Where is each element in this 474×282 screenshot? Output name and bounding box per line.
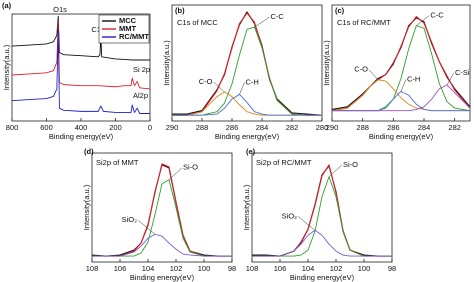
panel-label: (b) — [175, 6, 185, 15]
panel-label: (d) — [84, 147, 94, 156]
x-tick-label: 290 — [166, 123, 179, 132]
plot-content — [91, 163, 232, 257]
x-axis-label: Binding energy(eV) — [130, 273, 195, 282]
x-tick-label: 288 — [196, 123, 209, 132]
plot-content — [11, 15, 151, 114]
x-tick-label: 284 — [256, 123, 269, 132]
y-axis-label: Intensity(a.u.) — [82, 184, 91, 230]
series-line — [172, 26, 322, 116]
x-tick-label: 284 — [418, 123, 431, 132]
plot-area — [171, 4, 323, 122]
x-tick-label: 108 — [246, 264, 259, 273]
component-label: Si-O — [183, 163, 198, 172]
component-label: C-H — [407, 74, 420, 83]
annotation: O1s — [53, 5, 67, 14]
x-tick-label: 102 — [330, 264, 343, 273]
series-line — [11, 15, 150, 61]
component-label: SiO₂ — [122, 215, 138, 224]
panel-title: C1s of RC/MMT — [337, 18, 391, 27]
leader-line — [213, 81, 225, 93]
plot-area — [251, 152, 393, 263]
x-tick-label: 600 — [40, 123, 53, 132]
x-tick-label: 98 — [388, 264, 396, 273]
leader-line — [239, 82, 245, 95]
series-line — [252, 229, 392, 257]
plot-content — [172, 11, 323, 116]
legend-label: MCC — [119, 16, 137, 25]
series-line — [172, 11, 323, 116]
x-tick-label: 106 — [114, 264, 127, 273]
x-tick-label: 98 — [228, 264, 236, 273]
leader-line — [368, 69, 379, 80]
panel-title: C1s of MCC — [177, 18, 218, 27]
series-line — [252, 176, 392, 257]
panel-label: (a) — [2, 1, 12, 10]
x-tick-label: 282 — [286, 123, 299, 132]
x-tick-label: 800 — [6, 123, 19, 132]
plot-content — [252, 164, 392, 257]
x-axis-label: Binding energy(eV) — [49, 132, 114, 141]
x-tick-label: 282 — [448, 123, 461, 132]
x-tick-label: 100 — [358, 264, 371, 273]
annotation: Si 2p — [133, 65, 150, 74]
annotation: Al2p — [133, 91, 148, 100]
x-tick-label: 104 — [302, 264, 315, 273]
leader-line — [254, 16, 270, 28]
leader-line — [400, 79, 407, 92]
component-label: SiO₂ — [282, 211, 298, 220]
x-tick-label: 200 — [109, 123, 122, 132]
component-label: C-Si — [455, 68, 470, 77]
x-tick-label: 286 — [387, 123, 400, 132]
series-line — [172, 93, 322, 116]
x-tick-label: 108 — [86, 264, 99, 273]
y-axis-label: Intensity(a.u.) — [2, 44, 11, 90]
x-tick-label: 102 — [170, 264, 183, 273]
x-tick-label: 290 — [326, 123, 339, 132]
series-line — [92, 179, 232, 257]
series-line — [92, 233, 232, 257]
component-label: C-H — [246, 77, 259, 86]
component-label: C-C — [430, 11, 444, 20]
panel-title: Si2p of RC/MMT — [256, 158, 312, 167]
x-axis-label: Binding energy(eV) — [215, 132, 280, 141]
component-label: C-O — [199, 77, 213, 86]
plot-area — [91, 152, 233, 263]
x-tick-label: 280 — [316, 123, 329, 132]
x-tick-label: 106 — [274, 264, 287, 273]
leader-line — [416, 15, 430, 26]
component-label: C-C — [271, 12, 285, 21]
panel-title: Si2p of MMT — [96, 158, 139, 167]
leader-line — [137, 220, 156, 235]
series-line — [332, 84, 471, 112]
x-tick-label: 286 — [226, 123, 239, 132]
legend-label: MMT — [119, 24, 136, 33]
x-axis-label: Binding energy(eV) — [290, 273, 355, 282]
y-axis-label: Intensity(a.u.) — [322, 40, 331, 86]
y-axis-label: Intensity(a.u.) — [162, 40, 171, 86]
leader-line — [446, 72, 455, 86]
panel-label: (e) — [246, 147, 256, 156]
component-label: Si-O — [343, 160, 358, 169]
x-tick-label: 288 — [356, 123, 369, 132]
x-axis-label: Binding energy(eV) — [369, 132, 434, 141]
series-line — [11, 21, 151, 90]
leader-line — [168, 167, 183, 180]
leader-line — [328, 164, 343, 177]
plot-content — [331, 16, 471, 112]
x-tick-label: 400 — [75, 123, 88, 132]
y-axis-label: Intensity(a.u.) — [242, 184, 251, 230]
x-tick-label: 0 — [148, 123, 152, 132]
leader-line — [297, 216, 316, 231]
series-line — [11, 29, 150, 114]
panel-label: (c) — [335, 6, 345, 15]
component-label: C-O — [354, 65, 368, 74]
annotation: C1s — [91, 25, 105, 34]
x-tick-label: 100 — [198, 264, 211, 273]
legend-label: RC/MMT — [119, 32, 149, 41]
x-tick-label: 104 — [142, 264, 155, 273]
